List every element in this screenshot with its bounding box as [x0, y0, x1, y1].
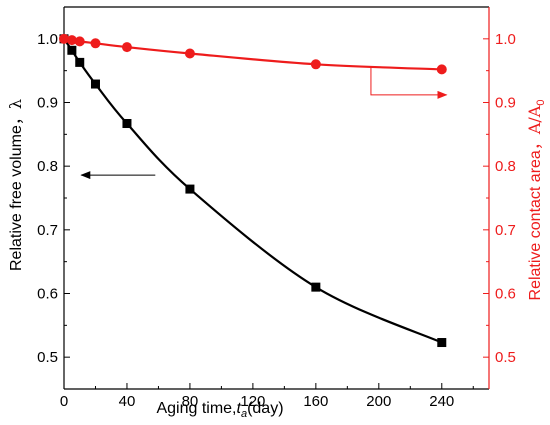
x-tick-label: 160 — [303, 393, 328, 410]
series-0-point — [75, 57, 85, 67]
x-tick-label: 80 — [182, 393, 199, 410]
x-tick-label: 240 — [429, 393, 454, 410]
y-left-tick-label: 1.0 — [37, 31, 58, 48]
series-0-point — [185, 184, 195, 194]
series-0-line — [63, 38, 443, 344]
series-0-point — [67, 45, 77, 55]
x-tick-label: 120 — [240, 393, 265, 410]
series-0-point — [90, 79, 100, 89]
y-right-tick-label: 0.8 — [495, 158, 516, 175]
x-axis-title-var: t — [237, 400, 242, 417]
series-1-point — [66, 35, 77, 46]
y-right-tick-label: 0.7 — [495, 222, 516, 239]
y-right-axis-title-symbol: A/A — [525, 105, 544, 135]
x-axis: 0 40 80 120 160 200 240 — [60, 383, 474, 410]
x-axis-title-sub: a — [241, 408, 247, 420]
y-left-tick-label: 0.5 — [37, 349, 58, 366]
plot-frame — [63, 6, 490, 390]
y-right-tick-label: 0.5 — [495, 349, 516, 366]
annotation-layer — [80, 66, 448, 180]
y-left-axis-title: Relative free volume，λ — [6, 99, 25, 271]
y-right-tick-label: 0.9 — [495, 95, 516, 112]
x-axis-title: Aging time,ta(day) — [156, 400, 283, 420]
series-1-point — [90, 38, 101, 49]
series-1-point — [184, 48, 195, 59]
series-0-point — [122, 119, 132, 129]
y-right-tick-label: 0.6 — [495, 286, 516, 303]
x-axis-title-unit: (day) — [247, 400, 283, 417]
series-1-point — [121, 42, 132, 53]
y-right-axis-title: Relative contact area，A/A0 — [525, 100, 547, 301]
series-1-point — [310, 59, 321, 70]
y-left-axis: 0.5 0.6 0.7 0.8 0.9 1.0 — [37, 31, 70, 366]
x-tick-label: 0 — [60, 393, 68, 410]
y-left-tick-label: 0.8 — [37, 158, 58, 175]
y-left-axis-title-text: Relative free volume， — [8, 109, 25, 271]
x-axis-title-main: Aging time, — [156, 400, 236, 417]
series-1-point — [74, 36, 85, 47]
series-1-point — [59, 33, 69, 44]
y-left-axis-title-symbol: λ — [6, 99, 25, 109]
series-layer — [59, 33, 447, 348]
y-right-tick-label: 1.0 — [495, 31, 516, 48]
y-left-tick-label: 0.6 — [37, 286, 58, 303]
y-right-axis-title-subscript: 0 — [535, 100, 547, 106]
series-0-point — [437, 338, 447, 348]
x-tick-label: 200 — [366, 393, 391, 410]
series-1-point — [436, 64, 447, 75]
y-right-axis: 0.5 0.6 0.7 0.8 0.9 1.0 — [483, 31, 516, 366]
y-right-axis-title-text: Relative contact area， — [527, 134, 544, 300]
right-axis-arrow — [370, 66, 448, 99]
series-0-point — [311, 282, 321, 292]
series-1-line — [63, 37, 442, 71]
y-left-tick-label: 0.9 — [37, 95, 58, 112]
x-tick-label: 40 — [119, 393, 136, 410]
y-left-tick-label: 0.7 — [37, 222, 58, 239]
